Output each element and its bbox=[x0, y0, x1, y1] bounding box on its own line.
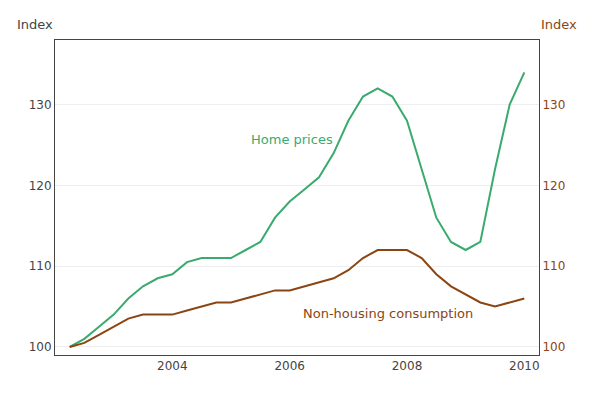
svg-text:110: 110 bbox=[29, 259, 52, 273]
svg-text:100: 100 bbox=[29, 340, 52, 354]
svg-text:2006: 2006 bbox=[274, 359, 305, 373]
svg-text:Home prices: Home prices bbox=[251, 132, 333, 147]
svg-text:2004: 2004 bbox=[157, 359, 188, 373]
svg-text:Index: Index bbox=[541, 17, 577, 32]
svg-text:2008: 2008 bbox=[392, 359, 423, 373]
svg-text:100: 100 bbox=[542, 340, 565, 354]
svg-text:Non-housing consumption: Non-housing consumption bbox=[303, 306, 473, 321]
svg-text:130: 130 bbox=[542, 98, 565, 112]
svg-text:120: 120 bbox=[29, 179, 52, 193]
svg-text:120: 120 bbox=[542, 179, 565, 193]
svg-text:Index: Index bbox=[17, 17, 53, 32]
svg-text:2010: 2010 bbox=[509, 359, 540, 373]
svg-text:130: 130 bbox=[29, 98, 52, 112]
svg-text:110: 110 bbox=[542, 259, 565, 273]
